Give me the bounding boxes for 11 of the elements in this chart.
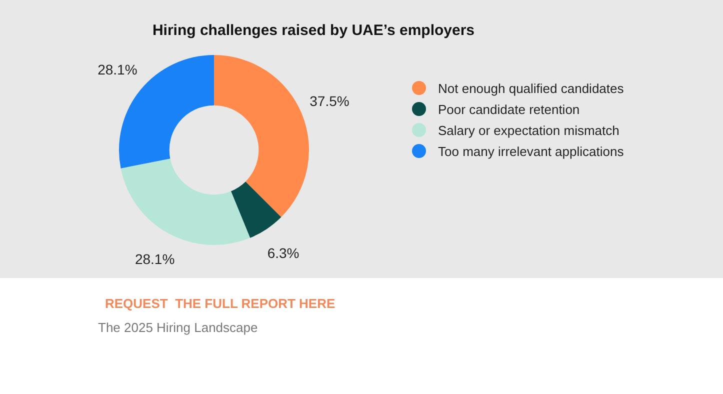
- data-label: 28.1%: [98, 61, 138, 78]
- legend-label: Poor candidate retention: [438, 102, 580, 116]
- legend-label: Too many irrelevant applications: [438, 144, 624, 158]
- data-label: 28.1%: [134, 250, 175, 267]
- data-label: 37.5%: [310, 93, 350, 110]
- legend-label: Salary or expectation mismatch: [438, 122, 620, 138]
- data-label: 6.3%: [267, 244, 300, 261]
- legend-label: Not enough qualified candidates: [438, 80, 624, 96]
- text: The 2025 Hiring Landscape: [98, 320, 258, 335]
- chart-title: Hiring challenges raised by UAE’s employers: [151, 22, 476, 39]
- text: REQUEST THE FULL REPORT HERE: [105, 296, 336, 311]
